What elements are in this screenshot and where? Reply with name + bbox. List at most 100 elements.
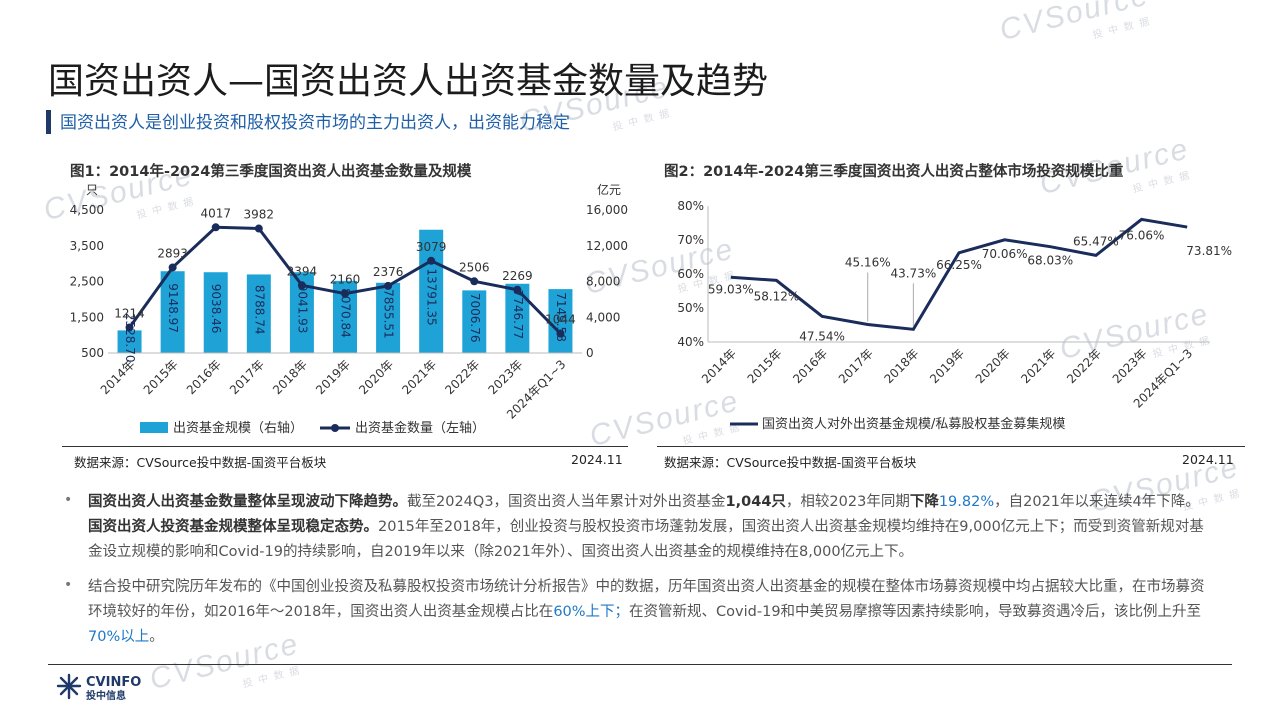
fig1-divider — [62, 446, 628, 447]
ratio-series-line — [730, 217, 1188, 331]
count-value-label: 2506 — [459, 260, 490, 274]
fig1-title: 图1：2014年-2024第三季度国资出资人出资基金数量及规模 — [70, 164, 472, 180]
right-axis-tick: 16,000 — [586, 203, 628, 217]
right-axis-tick: 8,000 — [586, 275, 620, 289]
x-category-label: 2021年 — [1018, 346, 1058, 386]
watermark: CVSource 投中数据 — [996, 0, 1157, 48]
ratio-value-label: 65.47% — [1073, 234, 1119, 248]
body-text: 2015年至2018年，创业投资与股权投资市场蓬勃发展，国资出资人出资基金规模均… — [88, 519, 1204, 560]
bullet-dot: • — [64, 492, 73, 508]
left-axis-tick: 2,500 — [70, 275, 104, 289]
highlight-text: 70%以上 — [88, 629, 150, 645]
legend-bar-label: 出资基金规模（右轴） — [173, 420, 303, 436]
ratio-value-label: 68.03% — [1027, 254, 1073, 268]
count-value-label: 2160 — [330, 273, 361, 287]
x-category-label: 2018年 — [882, 346, 922, 386]
bar-value-label: 9041.93 — [295, 284, 309, 334]
bar-value-label: 8788.74 — [252, 285, 266, 335]
left-axis-unit: 只 — [86, 183, 98, 197]
x-category-label: 2015年 — [745, 346, 785, 386]
left-axis-tick: 3,500 — [70, 239, 104, 253]
bar-7 — [419, 229, 444, 353]
bold-text: 下降 — [909, 494, 939, 510]
count-value-label: 4017 — [200, 206, 231, 220]
legend-line-marker — [331, 424, 339, 432]
count-value-label: 2893 — [157, 246, 188, 260]
bullet-paragraph-1: 国资出资人出资基金数量整体呈现波动下降趋势。截至2024Q3，国资出资人当年累计… — [88, 490, 1208, 565]
bar-value-label: 8070.84 — [339, 288, 353, 338]
ratio-value-label: 47.54% — [799, 329, 845, 343]
cvinfo-logo-icon — [56, 673, 82, 700]
count-point-5 — [341, 289, 349, 298]
x-category-label: 2023年 — [486, 357, 526, 397]
x-category-label: 2014年 — [699, 346, 739, 386]
x-category-label: 2016年 — [790, 346, 830, 386]
count-point-3 — [254, 224, 263, 233]
x-category-label: 2020年 — [973, 346, 1013, 386]
x-category-label: 2022年 — [442, 357, 482, 397]
fig2-date: 2024.11 — [1182, 452, 1234, 467]
count-point-1 — [168, 263, 177, 272]
count-point-0 — [125, 323, 134, 332]
left-axis-tick: 4,500 — [70, 203, 104, 217]
legend-line-label: 国资出资人对外出资基金规模/私募股权基金募集规模 — [762, 416, 1065, 432]
y-axis-tick: 40% — [677, 335, 704, 349]
fig2-divider — [657, 446, 1245, 447]
bar-0 — [117, 330, 142, 353]
count-value-label: 2269 — [502, 269, 533, 283]
bar-6 — [376, 282, 401, 353]
cvinfo-logo: CVINFO 投中信息 — [86, 676, 141, 703]
y-axis-tick: 70% — [677, 233, 704, 247]
x-category-label: 2020年 — [356, 357, 396, 397]
fig2-title: 图2：2014年-2024第三季度国资出资人出资占整体市场投资规模比重 — [664, 164, 1124, 180]
bold-text: 1,044只 — [725, 494, 786, 510]
right-axis-unit: 亿元 — [597, 182, 621, 197]
x-category-label: 2014年 — [98, 357, 138, 397]
x-category-label: 2021年 — [399, 357, 439, 397]
y-axis-tick: 80% — [677, 199, 704, 213]
count-point-8 — [470, 277, 479, 286]
subtitle-accent-bar — [46, 110, 51, 134]
page-title: 国资出资人—国资出资人出资基金数量及趋势 — [48, 61, 769, 102]
ratio-value-label: 59.03% — [708, 282, 754, 296]
legend-line-label: 出资基金数量（左轴） — [355, 420, 485, 436]
ratio-value-label: 66.25% — [936, 258, 982, 272]
count-value-label: 2376 — [373, 265, 404, 279]
left-axis-tick: 1,500 — [70, 310, 104, 324]
x-category-label: 2016年 — [184, 357, 224, 397]
ratio-value-label: 58.12% — [754, 289, 800, 303]
body-text: ，自2021年以来连续4年下降。 — [994, 494, 1200, 510]
right-axis-tick: 4,000 — [586, 310, 620, 324]
count-value-label: 1044 — [545, 313, 576, 327]
x-category-label: 2017年 — [227, 357, 267, 397]
ratio-value-label: 43.73% — [890, 266, 936, 280]
ratio-value-label: 73.81% — [1186, 244, 1232, 258]
count-point-6 — [384, 281, 393, 290]
count-point-2 — [211, 223, 220, 232]
footer-divider — [48, 664, 1232, 665]
legend-bar-swatch — [140, 422, 168, 433]
bold-text: 国资出资人投资基金规模整体呈现稳定态势。 — [88, 519, 378, 535]
bar-8 — [462, 290, 487, 353]
fig1-source: 数据来源：CVSource投中数据-国资平台板块 — [74, 455, 327, 470]
count-point-7 — [427, 256, 436, 265]
fig1-chart: 只 亿元 500 1,500 2,500 3,500 4,500 0 4,000 8,000 12,… — [70, 182, 628, 436]
left-axis-tick: 500 — [81, 346, 104, 360]
bar-value-label: 13791.35 — [425, 268, 439, 325]
ratio-value-label: 45.16% — [845, 255, 891, 269]
count-value-label: 2394 — [287, 264, 318, 278]
bullet-dot: • — [64, 577, 73, 593]
bar-3 — [246, 274, 271, 353]
fig1-date: 2024.11 — [571, 452, 623, 467]
bar-9 — [505, 283, 530, 353]
right-axis-tick: 12,000 — [586, 239, 628, 253]
bar-10 — [548, 289, 573, 353]
x-category-label: 2018年 — [270, 357, 310, 397]
bold-text: 国资出资人出资基金数量整体呈现波动下降趋势。 — [88, 494, 407, 510]
x-category-label: 2019年 — [927, 346, 967, 386]
bar-value-label: 7746.77 — [511, 290, 525, 340]
count-value-label: 1214 — [114, 306, 145, 320]
body-text: ，相较2023年同期 — [785, 494, 910, 510]
bar-value-label: 7855.51 — [382, 289, 396, 339]
count-value-label: 3079 — [416, 240, 447, 254]
